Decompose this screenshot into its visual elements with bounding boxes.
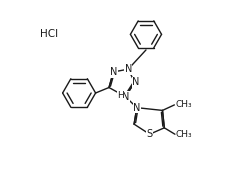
Text: N: N [122, 92, 129, 102]
Text: N: N [132, 77, 140, 87]
Text: CH₃: CH₃ [176, 130, 192, 139]
Text: H: H [118, 92, 124, 101]
Text: CH₃: CH₃ [175, 100, 192, 109]
Text: HCl: HCl [40, 29, 58, 39]
Text: N: N [117, 92, 124, 102]
Text: H: H [118, 91, 124, 100]
Text: S: S [147, 129, 153, 139]
Text: N: N [124, 64, 132, 74]
Text: N: N [110, 67, 117, 77]
Text: N: N [133, 103, 141, 113]
